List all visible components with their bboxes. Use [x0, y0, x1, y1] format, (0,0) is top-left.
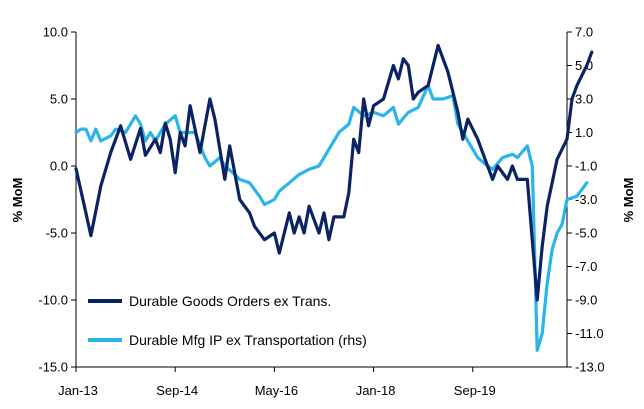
right-y-tick-label: 7.0 [575, 25, 593, 40]
left-y-tick-labels: 10.0 5.0 0.0 -5.0 -10.0 -15.0 [38, 25, 76, 375]
x-tick-label: Jan-18 [356, 383, 396, 398]
x-tick-label: Sep-19 [454, 383, 496, 398]
right-y-tick-label: -9.0 [575, 293, 597, 308]
right-y-axis-title: % MoM [621, 178, 636, 223]
x-tick-label: Sep-14 [156, 383, 198, 398]
x-tick-labels: Jan-13 Sep-14 May-16 Jan-18 Sep-19 [58, 367, 496, 398]
legend: Durable Goods Orders ex Trans. Durable M… [88, 293, 367, 348]
left-y-tick-label: 10.0 [43, 25, 68, 40]
series-line-durable-mfg-ip [74, 83, 589, 352]
right-y-tick-label: -13.0 [575, 360, 605, 375]
legend-label-durable-goods: Durable Goods Orders ex Trans. [129, 293, 331, 309]
x-tick-label: Jan-13 [58, 383, 98, 398]
left-y-tick-label: -15.0 [38, 360, 68, 375]
left-y-tick-label: -10.0 [38, 293, 68, 308]
right-y-tick-label: -5.0 [575, 226, 597, 241]
right-y-tick-label: 1.0 [575, 125, 593, 140]
right-y-tick-labels: 7.05.03.01.0-1.0-3.0-5.0-7.0-9.0-11.0-13… [567, 25, 605, 375]
left-y-tick-label: 5.0 [50, 92, 68, 107]
right-y-tick-label: -11.0 [575, 326, 604, 341]
left-y-tick-label: 0.0 [50, 159, 68, 174]
left-y-tick-label: -5.0 [46, 226, 68, 241]
right-y-tick-label: -7.0 [575, 259, 597, 274]
series-line-durable-goods [74, 43, 594, 302]
legend-label-durable-mfg-ip: Durable Mfg IP ex Transportation (rhs) [129, 332, 367, 348]
series-lines [74, 43, 594, 352]
left-y-axis-title: % MoM [10, 178, 25, 223]
right-y-tick-label: -1.0 [575, 159, 597, 174]
right-y-tick-label: -3.0 [575, 192, 597, 207]
right-y-tick-label: 3.0 [575, 92, 593, 107]
chart-axes [75, 32, 568, 368]
x-tick-label: May-16 [255, 383, 298, 398]
